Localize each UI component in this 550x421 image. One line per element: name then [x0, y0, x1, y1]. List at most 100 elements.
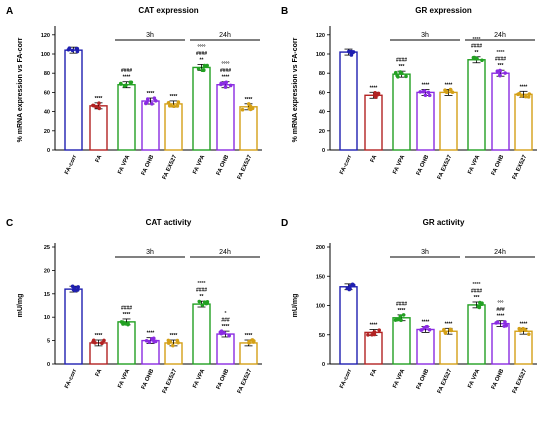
chart-title: CAT activity — [146, 218, 192, 227]
data-point — [376, 91, 381, 96]
data-point — [399, 318, 403, 323]
y-tick-label: 60 — [44, 90, 50, 96]
data-point — [122, 84, 127, 88]
group-label: 24h — [219, 32, 231, 39]
data-point — [228, 83, 233, 88]
panel-c: C CAT activity 0 5 10 15 20 25 mU/mg FA-corr **** F… — [6, 218, 262, 395]
significance-mark: ### — [221, 318, 230, 324]
data-point — [222, 330, 227, 335]
data-point — [374, 95, 378, 99]
chart-title: GR activity — [423, 218, 465, 227]
y-tick-label: 20 — [44, 268, 50, 274]
data-point — [393, 70, 398, 75]
significance-mark: ### — [496, 307, 505, 313]
x-tick-label: FA-corr — [64, 154, 78, 176]
data-point — [372, 332, 377, 337]
significance-mark: #### — [471, 43, 482, 49]
y-tick-label: 25 — [44, 245, 50, 251]
significance-mark: °°°° — [198, 44, 206, 50]
data-point — [73, 286, 77, 290]
significance-mark: **** — [222, 75, 230, 81]
x-tick-label: FA EX527 — [237, 154, 254, 180]
y-axis-label: mU/mg — [17, 294, 24, 318]
data-point — [503, 320, 507, 324]
x-tick-label: FA VPA — [392, 154, 406, 176]
significance-mark: **** — [520, 321, 528, 327]
x-tick-label: FA VPA — [117, 368, 131, 390]
data-point — [150, 102, 154, 106]
x-tick-label: FA EX527 — [437, 154, 454, 180]
data-point — [443, 331, 448, 335]
data-point — [348, 284, 352, 288]
x-tick-label: FA EX527 — [512, 368, 529, 394]
group-label: 3h — [421, 249, 429, 256]
data-point — [366, 333, 370, 337]
data-point — [450, 90, 455, 95]
data-point — [350, 50, 355, 55]
significance-mark: ** — [200, 294, 204, 300]
group-label: 3h — [421, 32, 429, 39]
group-label: 24h — [219, 249, 231, 256]
y-tick-label: 60 — [319, 90, 325, 96]
data-point — [351, 283, 356, 288]
x-tick-label: FA EX527 — [512, 154, 529, 180]
data-point — [398, 314, 403, 318]
data-point — [175, 104, 180, 108]
x-tick-label: FA — [370, 154, 379, 164]
x-tick-label: FA VPA — [467, 368, 481, 390]
significance-mark: *** — [498, 63, 504, 69]
data-point — [240, 107, 245, 112]
data-point — [472, 55, 477, 60]
significance-mark: #### — [396, 301, 407, 307]
data-point — [121, 322, 125, 326]
bar-4 — [141, 100, 160, 151]
data-point — [347, 49, 351, 54]
data-point — [197, 299, 202, 304]
significance-mark: °°°° — [198, 281, 206, 287]
bar-8 — [239, 106, 258, 151]
y-tick-label: 40 — [319, 110, 325, 116]
significance-mark: **** — [170, 333, 178, 339]
data-point — [75, 288, 80, 292]
significance-mark: **** — [123, 75, 131, 81]
data-point — [427, 93, 432, 98]
panel-d: D GR activity050100150200mU/mgFA-corr****… — [281, 218, 537, 395]
data-point — [205, 63, 209, 68]
y-tick-label: 100 — [41, 52, 50, 58]
y-tick-label: 0 — [47, 362, 50, 368]
bar-5 — [164, 103, 183, 151]
group-label: 24h — [494, 249, 506, 256]
data-point — [418, 90, 423, 94]
y-tick-label: 100 — [316, 304, 325, 310]
data-point — [144, 338, 149, 343]
x-tick-label: FA EX527 — [437, 368, 454, 394]
data-point — [419, 328, 423, 332]
x-tick-label: FA VPA — [192, 368, 206, 390]
data-point — [522, 327, 527, 332]
bar-2 — [364, 331, 383, 365]
bar-8 — [514, 330, 533, 365]
data-point — [196, 67, 201, 71]
bar-4 — [141, 339, 160, 365]
panel-letter: A — [6, 6, 13, 17]
bar-8 — [514, 93, 533, 151]
x-tick-label: FA VPA — [467, 154, 481, 176]
data-point — [176, 100, 181, 104]
data-point — [247, 339, 251, 344]
y-tick-label: 80 — [319, 71, 325, 77]
significance-mark: °°°° — [473, 282, 481, 288]
data-point — [348, 286, 352, 291]
data-point — [448, 327, 453, 332]
significance-mark: **** — [222, 324, 230, 330]
data-point — [70, 48, 75, 53]
data-point — [152, 96, 157, 100]
data-point — [373, 90, 377, 95]
data-point — [175, 338, 180, 343]
bar-4 — [416, 328, 435, 365]
y-axis-label: % mRNA expression vs FA-corr — [17, 37, 24, 142]
y-tick-label: 120 — [41, 33, 50, 39]
significance-mark: ** — [475, 50, 479, 56]
bar-3 — [117, 84, 136, 151]
significance-mark: **** — [95, 333, 103, 339]
